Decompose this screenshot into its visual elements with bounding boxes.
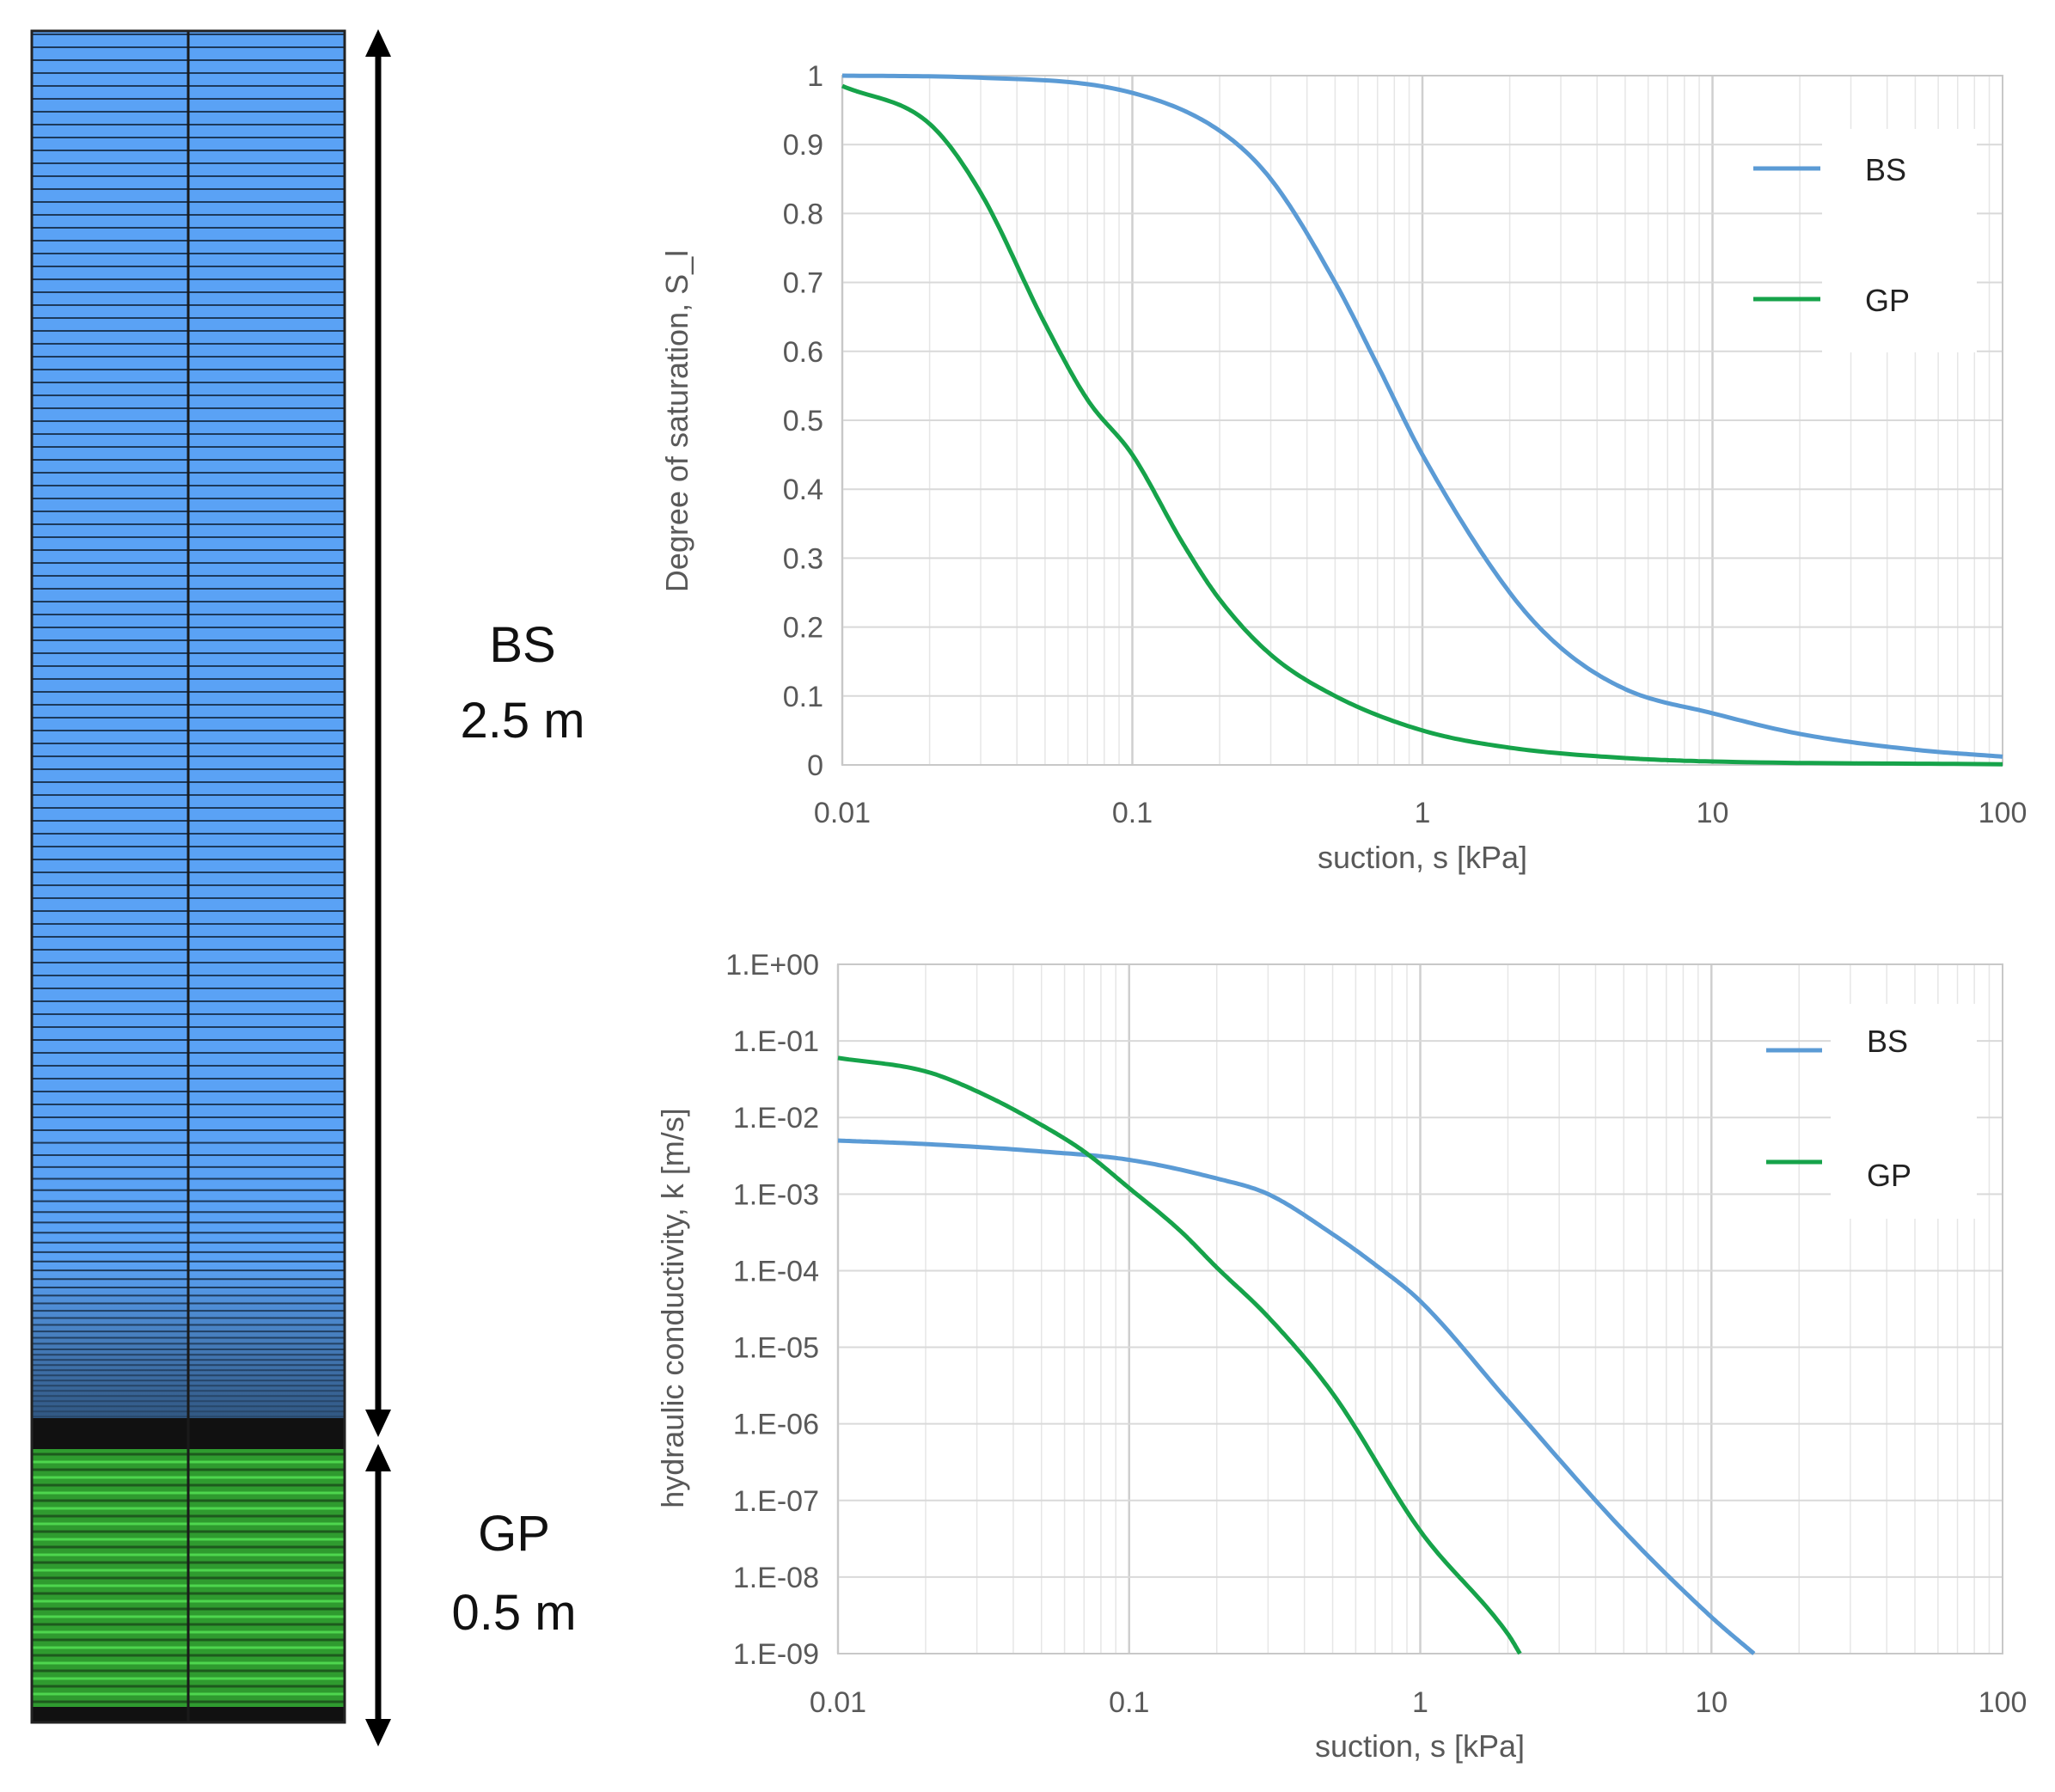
saturation-legend-bs-label: BS [1865,152,1906,187]
y-tick-label: 1.E-02 [733,1102,819,1135]
saturation-legend: BS GP [1753,129,1977,352]
series-line-bs [837,1138,1756,1655]
saturation-y-axis-label: Degree of saturation, S_l [659,250,694,592]
y-tick-label: 1 [807,60,823,93]
y-tick-label: 1.E-01 [733,1025,819,1058]
saturation-x-tick-labels: 0.01 0.1 1 10 100 [814,797,2027,829]
y-tick-label: 1.E-04 [733,1255,819,1287]
saturation-x-axis-label: suction, s [kPa] [1318,840,1527,875]
x-tick-label: 0.1 [1112,797,1153,829]
y-tick-label: 0.5 [783,405,823,437]
saturation-chart: 0 0.1 0.2 0.3 0.4 0.5 0.6 0.7 0.8 0.9 1 0.01 0.1 1 10… [659,60,2027,875]
conductivity-plot-frame [837,963,2003,1654]
y-tick-label: 1.E-07 [733,1485,819,1518]
conductivity-chart-series [837,1055,1756,1655]
y-tick-label: 1.E-08 [733,1562,819,1594]
y-tick-label: 1.E-05 [733,1332,819,1365]
gp-layer-thickness: 0.5 m [451,1585,576,1641]
saturation-legend-gp-label: GP [1865,283,1910,318]
series-line-bs [841,73,2003,759]
conductivity-legend-gp-label: GP [1867,1158,1911,1193]
y-tick-label: 0.8 [783,198,823,230]
x-tick-label: 1 [1415,797,1431,829]
y-tick-label: 1.E-06 [733,1409,819,1441]
x-tick-label: 10 [1697,797,1729,829]
conductivity-y-axis-label: hydraulic conductivity, k [m/s] [655,1108,690,1508]
saturation-legend-box [1822,129,1977,352]
y-tick-label: 1.E-09 [733,1638,819,1671]
gp-thickness-arrow [365,1444,391,1746]
y-tick-label: 1.E-03 [733,1178,819,1211]
gp-layer-name: GP [478,1506,550,1562]
x-tick-label: 100 [1979,797,2027,829]
x-tick-label: 100 [1979,1686,2027,1719]
saturation-y-tick-labels: 0 0.1 0.2 0.3 0.4 0.5 0.6 0.7 0.8 0.9 1 [783,60,823,782]
x-tick-label: 0.01 [814,797,871,829]
series-line-gp [837,1055,1522,1655]
y-tick-label: 0 [807,749,823,782]
conductivity-chart: 1.E-09 1.E-08 1.E-07 1.E-06 1.E-05 1.E-04 1.E-… [655,949,2027,1764]
x-tick-label: 10 [1695,1686,1728,1719]
y-tick-label: 0.4 [783,474,823,506]
x-tick-label: 0.01 [810,1686,866,1719]
conductivity-chart-grid [836,963,2003,1654]
y-tick-label: 0.3 [783,542,823,575]
conductivity-x-axis-label: suction, s [kPa] [1315,1728,1525,1764]
conductivity-legend-bs-label: BS [1867,1024,1908,1059]
conductivity-y-tick-labels: 1.E-09 1.E-08 1.E-07 1.E-06 1.E-05 1.E-04 1.E-… [725,949,819,1671]
y-tick-label: 0.7 [783,267,823,300]
y-tick-label: 0.9 [783,129,823,162]
bs-layer-name: BS [489,617,555,673]
soil-column [30,29,346,1724]
series-line-gp [841,83,2003,767]
x-tick-label: 0.1 [1109,1686,1149,1719]
x-tick-label: 1 [1412,1686,1428,1719]
y-tick-label: 1.E+00 [725,949,819,982]
saturation-plot-frame [841,75,2003,766]
conductivity-x-tick-labels: 0.01 0.1 1 10 100 [810,1686,2027,1719]
conductivity-legend-box [1831,1004,1977,1219]
saturation-chart-series [841,73,2003,767]
conductivity-legend: BS GP [1766,1004,1977,1219]
y-tick-label: 0.2 [783,612,823,645]
y-tick-label: 0.6 [783,336,823,369]
column-border [30,29,346,1724]
bs-thickness-arrow [365,29,391,1437]
y-tick-label: 0.1 [783,681,823,713]
bs-layer-thickness: 2.5 m [460,693,584,749]
